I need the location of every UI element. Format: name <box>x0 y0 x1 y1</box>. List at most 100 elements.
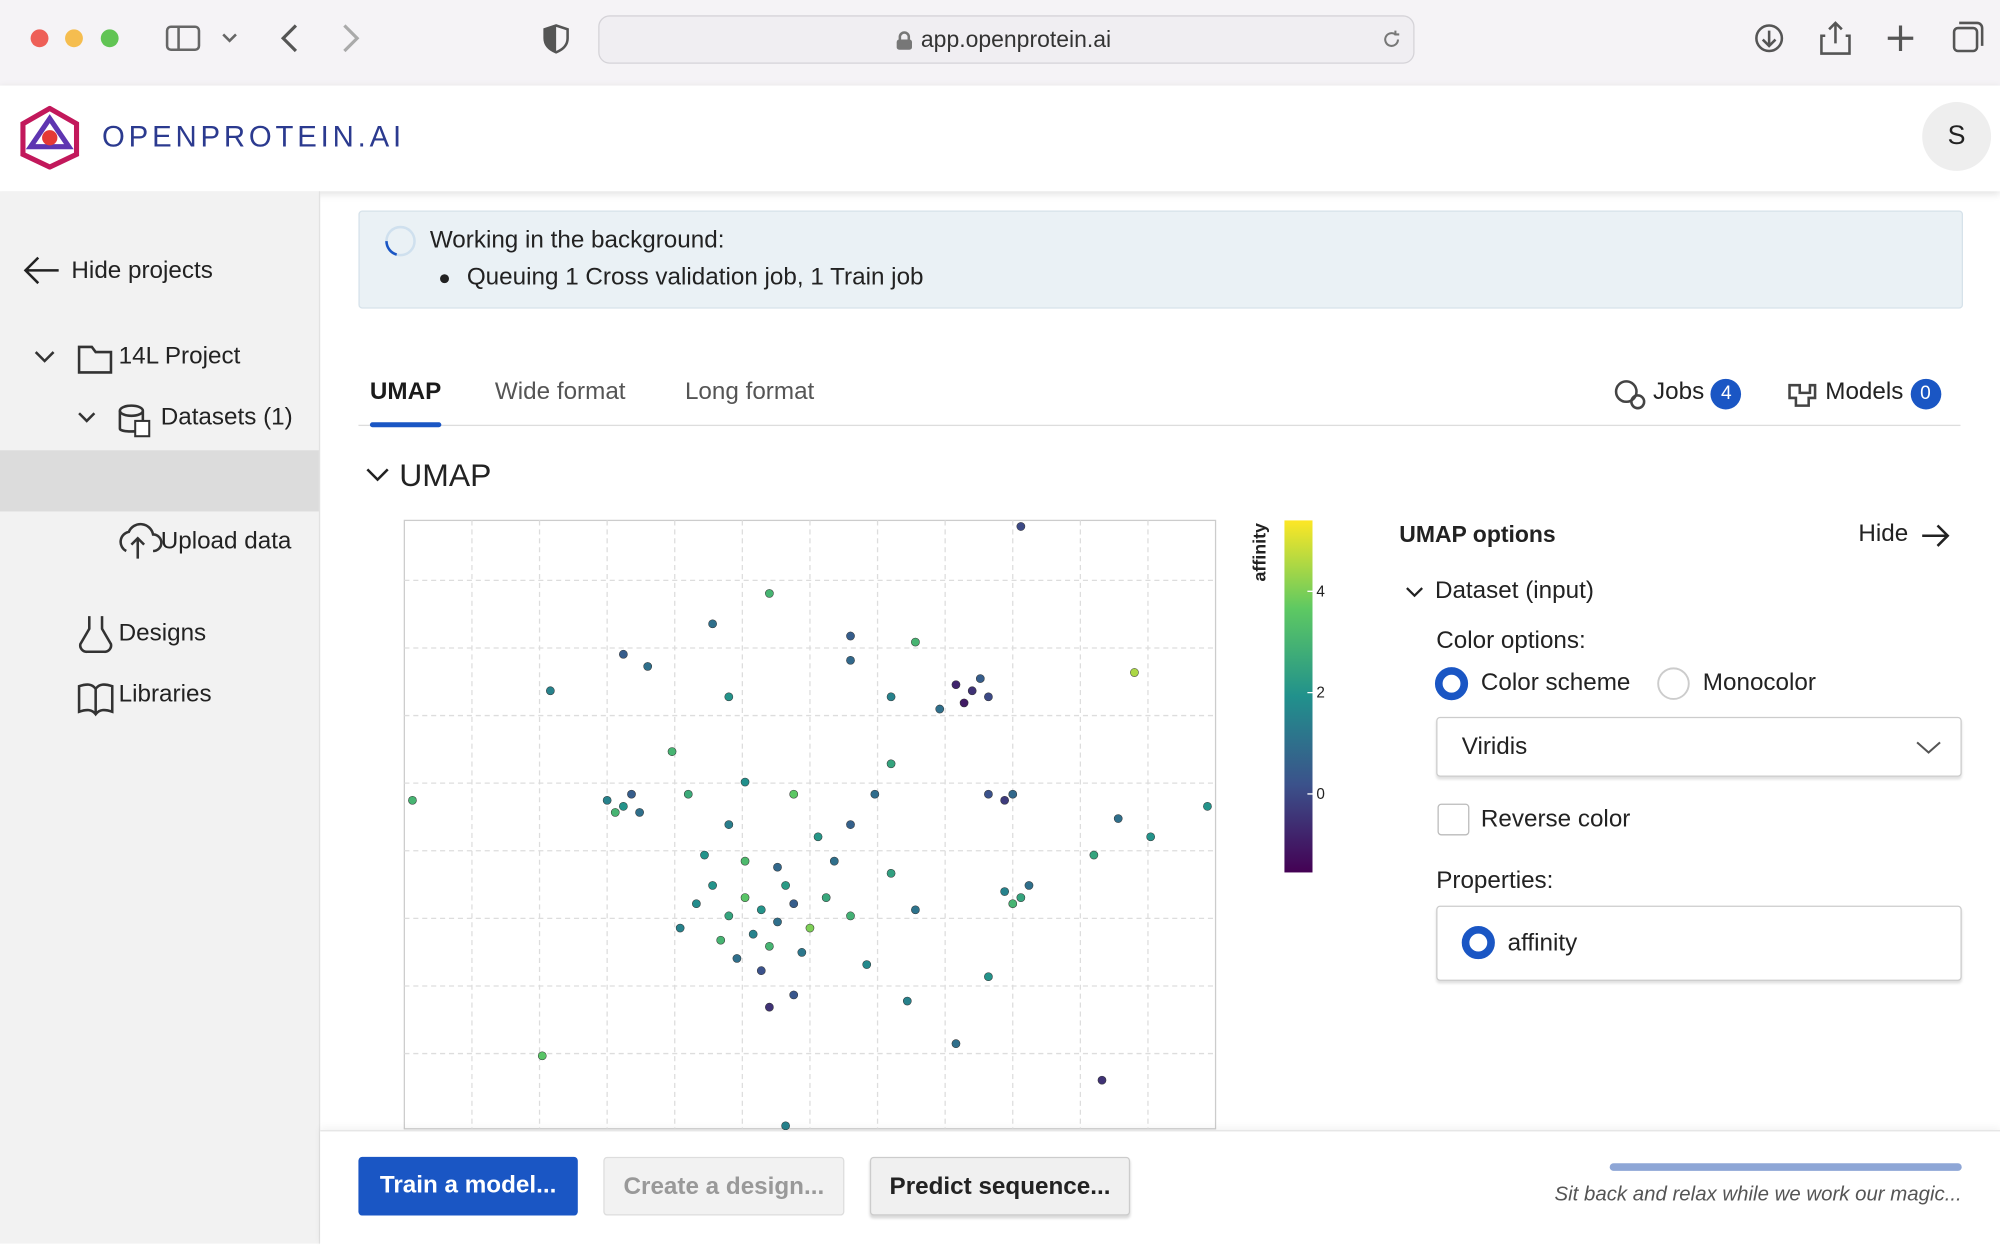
dataset-label[interactable]: Dataset (input) <box>1434 577 1594 605</box>
arrow-icon[interactable] <box>1920 522 1953 550</box>
libraries[interactable]: Libraries <box>118 681 212 708</box>
address-bar[interactable]: app.openprotein.ai <box>598 15 1415 64</box>
point <box>708 619 717 629</box>
point <box>765 1002 774 1012</box>
point <box>984 789 993 799</box>
checkbox[interactable] <box>1437 803 1470 836</box>
radio[interactable] <box>1656 666 1694 704</box>
scheme-value: Viridis <box>1461 733 1528 761</box>
point <box>773 917 782 927</box>
point <box>789 899 799 909</box>
point <box>1016 893 1026 902</box>
point <box>846 911 855 921</box>
select-chevron <box>1916 741 1941 754</box>
point <box>765 589 774 598</box>
point <box>1203 802 1212 811</box>
radio-label[interactable]: Color scheme <box>1480 669 1631 697</box>
point <box>708 881 717 890</box>
selected-row[interactable] <box>0 450 319 512</box>
point <box>627 789 636 799</box>
scheme-select[interactable]: Viridis <box>1436 716 1962 777</box>
tab-divider <box>358 424 1961 427</box>
brand[interactable]: OPENPROTEIN.AI <box>102 119 406 154</box>
point <box>984 972 993 982</box>
point <box>1000 795 1009 805</box>
tab[interactable]: UMAP <box>369 378 442 406</box>
predict-button[interactable]: Predict sequence... <box>869 1156 1131 1216</box>
point <box>959 698 969 708</box>
chevron-icon[interactable] <box>1404 584 1424 599</box>
point <box>846 820 855 829</box>
checkbox-label[interactable]: Reverse color <box>1480 806 1631 833</box>
point <box>781 1121 790 1131</box>
point <box>537 1051 547 1061</box>
point <box>619 649 628 659</box>
point <box>1016 522 1026 531</box>
point <box>902 996 912 1006</box>
point <box>724 911 734 921</box>
banner-item: Queuing 1 Cross validation job, 1 Train … <box>466 264 924 291</box>
banner-title: Working in the background: <box>429 227 725 254</box>
progress-bar <box>1609 1163 1962 1171</box>
design-button: Create a design... <box>603 1156 845 1216</box>
colorbar-label: affinity <box>1249 523 1269 582</box>
point <box>829 856 839 866</box>
tab[interactable]: Long format <box>684 378 815 406</box>
point <box>846 656 855 665</box>
datasets[interactable]: Datasets (1) <box>160 404 293 432</box>
avatar[interactable]: S <box>1922 102 1992 171</box>
spinner <box>385 225 416 257</box>
point <box>813 832 823 842</box>
upload-data[interactable]: Upload data <box>160 528 292 555</box>
point <box>1130 668 1139 677</box>
point <box>619 802 628 811</box>
bullet <box>440 274 449 284</box>
tab[interactable]: Wide format <box>494 378 626 406</box>
property-label[interactable]: affinity <box>1507 929 1578 957</box>
designs[interactable]: Designs <box>118 619 207 647</box>
radio-selected[interactable] <box>1434 666 1472 704</box>
point <box>716 935 726 945</box>
point <box>911 905 920 915</box>
browser-toolbar <box>0 0 2000 87</box>
point <box>675 923 685 933</box>
point <box>724 820 734 829</box>
hide-projects[interactable]: Hide projects <box>71 257 213 285</box>
point <box>773 862 782 872</box>
point <box>756 966 766 975</box>
project[interactable]: 14L Project <box>118 343 241 370</box>
point <box>692 899 701 909</box>
point <box>781 881 790 890</box>
radio-selected[interactable] <box>1460 925 1498 963</box>
jobs[interactable]: Jobs 4 <box>1653 378 1742 410</box>
point <box>1008 899 1018 909</box>
point <box>951 680 961 690</box>
train-button[interactable]: Train a model... <box>358 1156 578 1216</box>
sidebar: Hide projects 14L Project Datasets (1) U… <box>0 191 321 1244</box>
radio-label[interactable]: Monocolor <box>1702 669 1816 697</box>
footer <box>320 1130 2000 1245</box>
toolbar-icons <box>30 21 1984 55</box>
point <box>546 686 555 696</box>
point <box>846 631 855 641</box>
background-banner: Working in the background: Queuing 1 Cro… <box>358 210 1964 309</box>
point <box>967 686 977 696</box>
collapse-icon[interactable] <box>365 464 391 487</box>
section-title: UMAP <box>399 457 492 494</box>
point <box>1089 850 1099 860</box>
jobs-label: Jobs <box>1653 378 1705 406</box>
point <box>1146 832 1155 842</box>
point <box>975 674 985 683</box>
point <box>765 941 774 951</box>
logo[interactable] <box>18 105 82 170</box>
point <box>886 692 896 702</box>
point <box>1008 789 1018 799</box>
models[interactable]: Models 0 <box>1825 378 1941 410</box>
point <box>797 948 807 957</box>
point <box>886 868 896 878</box>
point <box>667 747 677 756</box>
property-box: affinity <box>1436 905 1962 981</box>
hide-options[interactable]: Hide <box>1858 520 1909 548</box>
reload-icon[interactable] <box>1380 28 1403 51</box>
